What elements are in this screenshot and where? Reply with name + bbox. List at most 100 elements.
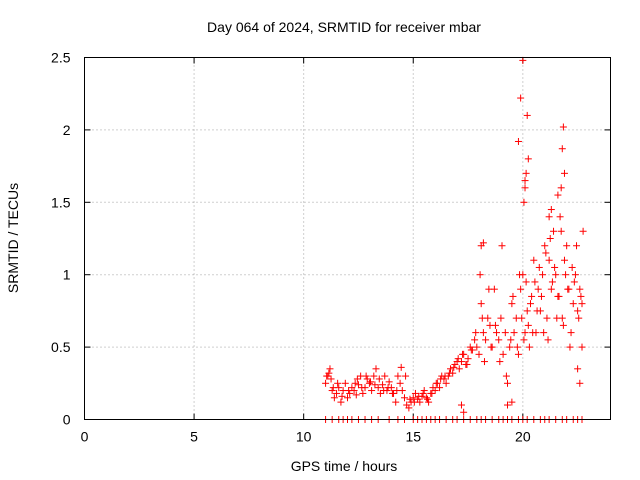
data-point [493,329,501,337]
data-point [533,307,541,315]
data-point [576,379,584,387]
data-point [374,384,382,392]
data-point [525,343,533,351]
data-point [517,94,525,102]
y-tick-label: 0 [63,412,71,428]
data-point [359,389,367,397]
data-point [547,206,555,214]
data-point [560,256,568,264]
data-point [558,145,566,153]
data-point [546,235,554,242]
data-point [562,271,570,279]
data-point [436,384,444,392]
data-point [459,350,467,358]
data-point [405,404,413,412]
data-point [346,389,354,397]
data-point [560,169,568,177]
data-point [475,350,483,358]
data-point [508,300,516,308]
data-point [574,307,582,315]
data-point [480,358,488,366]
data-point [476,271,484,279]
data-point [352,391,360,399]
data-point [578,343,586,351]
data-point [557,227,565,235]
data-point [472,329,480,337]
data-point [415,392,423,400]
data-point [423,395,431,403]
data-point [571,271,579,279]
data-point [566,343,574,351]
data-point [441,372,449,380]
data-point [510,329,518,337]
data-point [325,369,333,377]
data-point [528,292,536,300]
data-point [521,184,529,192]
data-point [362,372,370,380]
data-point [330,394,338,402]
data-point [513,343,521,351]
data-point [517,285,525,293]
x-tick-label: 5 [190,429,198,445]
data-point [559,321,567,329]
data-point [521,329,529,337]
data-point [524,321,532,329]
data-point [337,398,345,406]
data-point [370,372,378,380]
data-point [576,285,584,293]
data-point [445,369,453,377]
data-point [548,278,556,286]
data-point [508,398,516,406]
data-point [471,336,479,344]
data-point [376,389,384,397]
data-point [344,394,351,402]
data-point [432,379,440,387]
x-tick-label: 20 [515,429,531,445]
data-point [573,242,581,250]
data-point [393,387,401,395]
data-point [482,336,490,344]
data-point [574,365,582,373]
data-point [535,263,543,271]
data-point [518,314,526,322]
data-point [579,227,587,235]
data-point [523,111,531,119]
data-point [575,314,583,322]
data-point [578,300,586,308]
data-point [396,379,404,387]
data-point [338,392,346,400]
data-point [375,375,383,383]
data-point [384,384,392,392]
data-point [402,372,410,380]
data-point [363,375,371,383]
data-point [531,278,539,286]
data-point [460,408,468,416]
x-tick-label: 10 [296,429,312,445]
data-point [516,271,524,279]
data-point [523,307,531,315]
x-tick-label: 15 [405,429,421,445]
x-tick-label: 0 [81,429,89,445]
data-point [524,155,532,163]
data-point [464,355,472,363]
data-point [422,394,430,402]
y-tick-label: 1.5 [51,194,71,210]
data-point [506,343,514,351]
data-point [567,329,575,337]
data-point [541,242,549,250]
data-point [534,285,542,293]
data-point [550,227,558,235]
data-point [568,263,576,271]
data-point [410,398,418,406]
data-point [358,384,366,392]
data-point [381,372,389,380]
data-point [411,389,419,397]
data-point [499,350,507,358]
data-point [327,375,335,383]
data-point [514,137,522,145]
data-point [509,292,517,300]
data-point [514,350,522,358]
data-point [545,256,553,264]
data-point [547,285,555,293]
